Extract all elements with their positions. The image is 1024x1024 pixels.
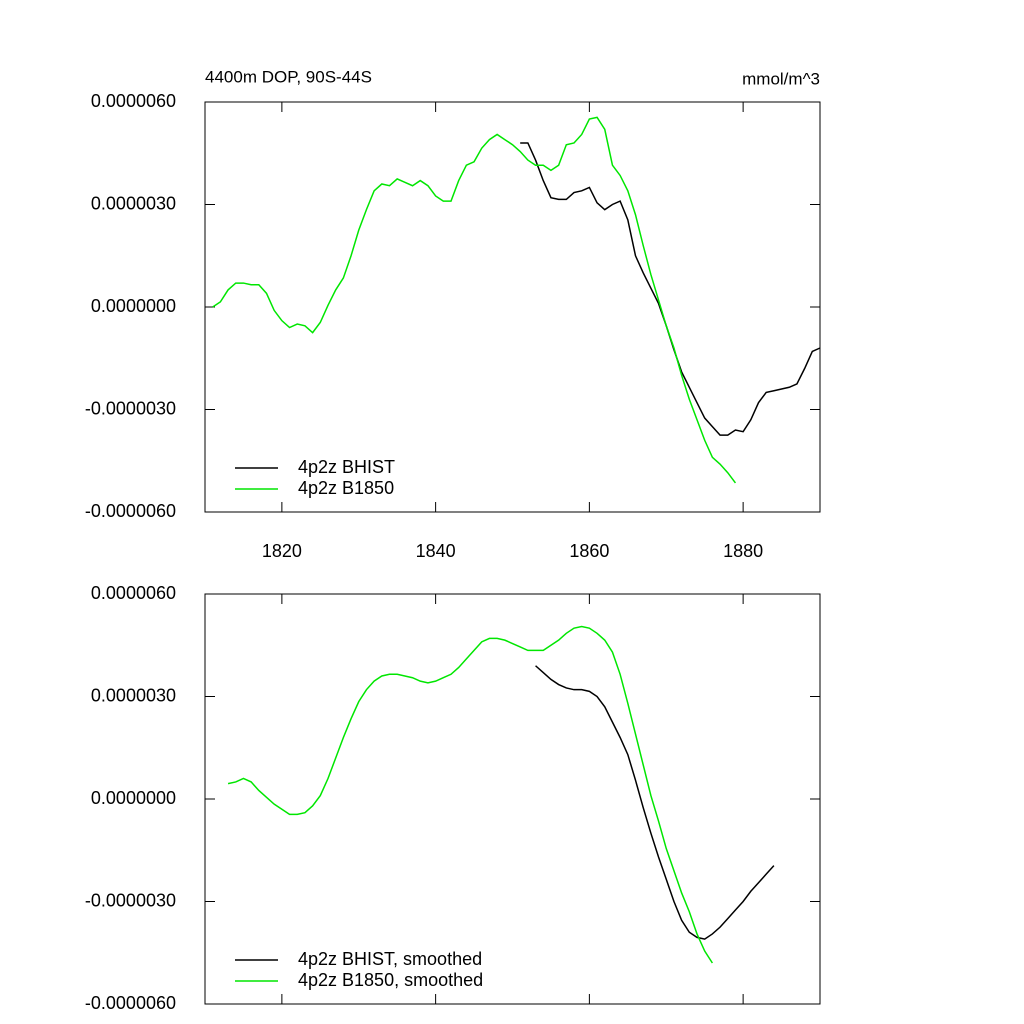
y-tick-label: -0.0000030 (85, 398, 176, 418)
legend-label: 4p2z BHIST (298, 457, 395, 477)
y-tick-label: 0.0000060 (91, 583, 176, 603)
y-tick-label: 0.0000000 (91, 788, 176, 808)
x-tick-label: 1840 (416, 541, 456, 561)
y-tick-label: 0.0000030 (91, 193, 176, 213)
series-line (535, 665, 775, 940)
x-tick-label: 1860 (569, 541, 609, 561)
legend-label: 4p2z B1850, smoothed (298, 970, 483, 990)
plot-frame (204, 593, 821, 1005)
y-tick-label: -0.0000030 (85, 890, 176, 910)
series-line (212, 116, 737, 484)
y-tick-label: -0.0000060 (85, 993, 176, 1013)
series-line (227, 625, 714, 964)
y-tick-label: 0.0000060 (91, 91, 176, 111)
y-tick-label: 0.0000000 (91, 296, 176, 316)
units-label: mmol/m^3 (742, 69, 820, 88)
plot-frame (204, 101, 821, 513)
chart-title: 4400m DOP, 90S-44S (205, 67, 372, 86)
x-tick-label: 1880 (723, 541, 763, 561)
y-tick-label: -0.0000060 (85, 501, 176, 521)
x-tick-label: 1820 (262, 541, 302, 561)
y-tick-label: 0.0000030 (91, 685, 176, 705)
legend-label: 4p2z BHIST, smoothed (298, 949, 482, 969)
legend-label: 4p2z B1850 (298, 478, 394, 498)
series-line (520, 142, 821, 436)
